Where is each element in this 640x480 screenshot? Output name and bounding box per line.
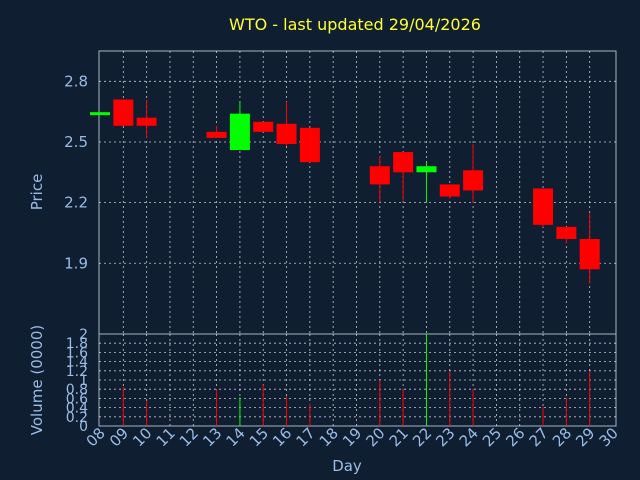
- day-tick-label: 30: [596, 424, 622, 450]
- candle-body: [206, 131, 227, 138]
- day-tick-label: 10: [129, 424, 155, 450]
- candle: [90, 112, 110, 116]
- candle-body: [533, 188, 554, 225]
- day-tick-label: 17: [292, 424, 318, 450]
- day-tick-label: 16: [269, 424, 295, 450]
- price-panel-frame: [98, 50, 617, 335]
- day-tick-label: 18: [316, 424, 342, 450]
- candle: [393, 152, 414, 201]
- volume-y-tick-labels: 00.20.40.60.811.21.41.61.82: [66, 327, 88, 435]
- price-y-tick-label: 1.9: [64, 254, 88, 272]
- price-y-tick-label: 2.5: [64, 133, 88, 151]
- volume-grid: [99, 334, 616, 426]
- day-tick-label: 26: [502, 424, 528, 450]
- candle: [229, 101, 250, 151]
- candle-body: [299, 127, 320, 163]
- volume-y-tick-label: 1.6: [66, 345, 88, 361]
- volume-y-tick-label: 1.8: [66, 336, 88, 352]
- candle: [206, 125, 227, 138]
- price-axis-label: Price: [28, 174, 46, 211]
- volume-y-tick-label: 0.2: [66, 410, 88, 426]
- candle: [439, 184, 460, 199]
- day-tick-label: 13: [199, 424, 225, 450]
- volume-y-tick-label: 1.2: [66, 364, 88, 380]
- candle: [416, 162, 437, 203]
- candle-body: [463, 170, 484, 191]
- day-tick-label: 20: [362, 424, 388, 450]
- volume-bars: [122, 334, 591, 426]
- candle: [136, 99, 157, 138]
- candle-body: [113, 99, 134, 126]
- day-tick-label: 14: [223, 424, 249, 450]
- candle: [369, 156, 390, 203]
- candle-body: [556, 226, 577, 239]
- candle-body: [136, 117, 157, 126]
- candle-body: [439, 184, 460, 197]
- x-axis-label: Day: [332, 457, 362, 475]
- price-y-tick-label: 2.2: [64, 194, 88, 212]
- candle-body: [579, 238, 600, 270]
- price-candles: [90, 99, 600, 284]
- candle-body: [276, 123, 297, 144]
- candle-body: [393, 152, 414, 173]
- day-tick-label: 29: [572, 424, 598, 450]
- volume-y-tick-label: 1.4: [66, 355, 88, 371]
- price-grid: [99, 51, 616, 334]
- candle-body: [416, 166, 437, 173]
- volume-y-tick-label: 0.6: [66, 391, 88, 407]
- candle: [253, 121, 274, 132]
- volume-y-tick-label: 0: [79, 419, 88, 435]
- candle: [276, 101, 297, 147]
- volume-y-tick-label: 0.4: [66, 401, 88, 417]
- candle-body: [369, 166, 390, 185]
- candle: [113, 99, 134, 126]
- day-tick-label: 19: [339, 424, 365, 450]
- volume-axis-label: Volume (0000): [28, 325, 46, 435]
- candle: [579, 212, 600, 284]
- day-tick-label: 15: [246, 424, 272, 450]
- price-y-tick-labels: 1.9 2.2 2.5 2.8: [64, 72, 88, 272]
- day-tick-label: 28: [549, 424, 575, 450]
- day-tick-labels: 0809101112131415161718192021222324252627…: [83, 424, 622, 450]
- day-tick-label: 25: [479, 424, 505, 450]
- volume-y-tick-label: 1: [79, 373, 88, 389]
- candle: [533, 188, 554, 227]
- day-tick-label: 11: [153, 424, 179, 450]
- price-y-tick-label: 2.8: [64, 72, 88, 90]
- candle: [299, 127, 320, 163]
- day-tick-label: 24: [456, 424, 482, 450]
- chart-title: WTO - last updated 29/04/2026: [229, 15, 481, 34]
- volume-panel-frame: [98, 333, 617, 427]
- volume-y-tick-label: 0.8: [66, 382, 88, 398]
- day-tick-label: 27: [526, 424, 552, 450]
- day-tick-label: 22: [409, 424, 435, 450]
- day-tick-label: 09: [106, 424, 132, 450]
- candle: [556, 226, 577, 244]
- day-tick-label: 12: [176, 424, 202, 450]
- candle: [463, 143, 484, 203]
- day-tick-label: 23: [432, 424, 458, 450]
- day-tick-label: 21: [386, 424, 412, 450]
- candle-body: [253, 121, 274, 132]
- candle-body: [90, 112, 110, 116]
- volume-y-tick-label: 2: [79, 327, 88, 343]
- candle-body: [229, 113, 250, 151]
